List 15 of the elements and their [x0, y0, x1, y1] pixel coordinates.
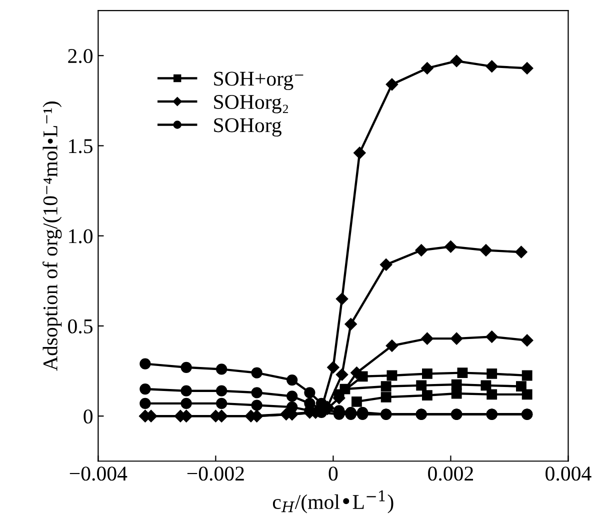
x-tick-label: 0 [328, 466, 338, 481]
x-tick-label: 0.004 [546, 466, 592, 481]
x-axis-title: c$_{H}$/(mol•L$^{−1}$) [272, 490, 394, 514]
legend-label: SOHorg [214, 118, 282, 137]
x-tick-label: −0.004 [70, 466, 128, 481]
legend-label: SOHorg₂ [214, 94, 288, 114]
y-tick-label: 0 [84, 409, 93, 424]
y-axis-title: Adsoption of org/(10⁻⁴mol•L⁻¹) [42, 102, 62, 371]
legend-label: SOH+org⁻ [214, 72, 304, 90]
y-tick-label: 2.0 [68, 48, 93, 64]
x-tick-label: 0.002 [428, 466, 473, 481]
y-tick-label: 0.5 [68, 319, 92, 334]
x-tick-label: −0.002 [187, 466, 244, 481]
y-tick-label: 1.5 [69, 139, 92, 154]
y-tick-label: 1.0 [69, 229, 93, 244]
